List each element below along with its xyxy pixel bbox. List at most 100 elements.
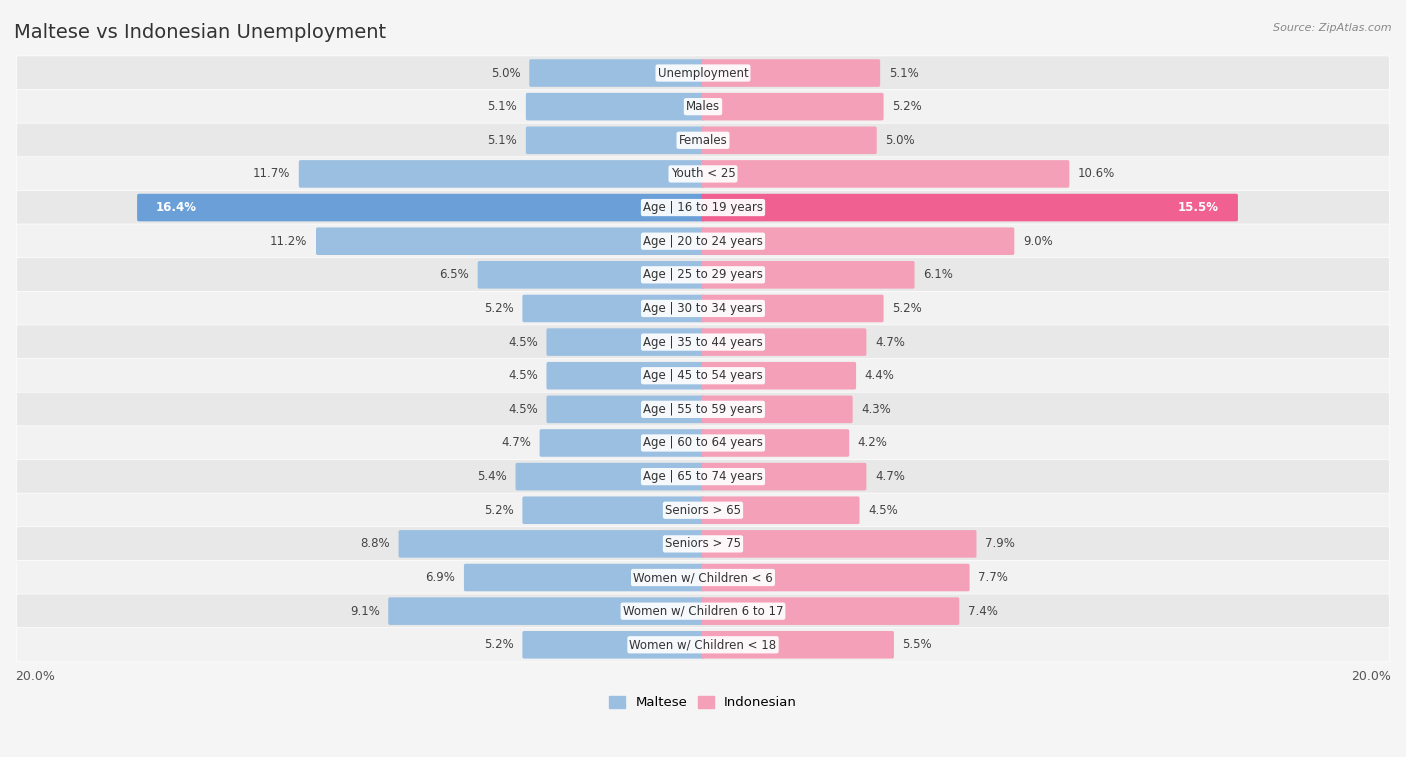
FancyBboxPatch shape [702,93,883,120]
FancyBboxPatch shape [478,261,704,288]
FancyBboxPatch shape [702,160,1070,188]
Text: 5.2%: 5.2% [484,638,513,651]
Text: 7.9%: 7.9% [986,537,1015,550]
FancyBboxPatch shape [547,362,704,390]
FancyBboxPatch shape [17,123,1389,157]
FancyBboxPatch shape [17,459,1389,494]
FancyBboxPatch shape [523,631,704,659]
FancyBboxPatch shape [17,493,1389,528]
Text: 5.2%: 5.2% [484,503,513,517]
FancyBboxPatch shape [547,396,704,423]
FancyBboxPatch shape [17,527,1389,561]
FancyBboxPatch shape [464,564,704,591]
Text: 8.8%: 8.8% [360,537,389,550]
Text: Age | 35 to 44 years: Age | 35 to 44 years [643,335,763,348]
FancyBboxPatch shape [138,194,704,221]
Text: 9.0%: 9.0% [1024,235,1053,248]
Text: 7.7%: 7.7% [979,571,1008,584]
FancyBboxPatch shape [547,329,704,356]
Text: Maltese vs Indonesian Unemployment: Maltese vs Indonesian Unemployment [14,23,387,42]
FancyBboxPatch shape [316,227,704,255]
Text: 20.0%: 20.0% [15,670,55,683]
Text: Unemployment: Unemployment [658,67,748,79]
FancyBboxPatch shape [702,59,880,87]
FancyBboxPatch shape [702,329,866,356]
Text: Females: Females [679,134,727,147]
Text: 4.2%: 4.2% [858,437,887,450]
FancyBboxPatch shape [702,194,1237,221]
FancyBboxPatch shape [516,463,704,491]
Text: Age | 45 to 54 years: Age | 45 to 54 years [643,369,763,382]
Text: 5.2%: 5.2% [484,302,513,315]
Text: 5.1%: 5.1% [889,67,918,79]
Text: 5.2%: 5.2% [893,100,922,113]
FancyBboxPatch shape [702,597,959,625]
Text: 11.7%: 11.7% [253,167,290,180]
FancyBboxPatch shape [702,227,1014,255]
FancyBboxPatch shape [702,261,914,288]
FancyBboxPatch shape [702,497,859,524]
Text: 4.5%: 4.5% [508,335,538,348]
FancyBboxPatch shape [17,392,1389,426]
FancyBboxPatch shape [17,291,1389,326]
Text: 5.5%: 5.5% [903,638,932,651]
Text: Women w/ Children < 6: Women w/ Children < 6 [633,571,773,584]
FancyBboxPatch shape [523,294,704,322]
FancyBboxPatch shape [388,597,704,625]
Text: Youth < 25: Youth < 25 [671,167,735,180]
FancyBboxPatch shape [17,89,1389,124]
FancyBboxPatch shape [17,560,1389,595]
FancyBboxPatch shape [17,359,1389,393]
Text: 4.5%: 4.5% [868,503,898,517]
Text: Source: ZipAtlas.com: Source: ZipAtlas.com [1274,23,1392,33]
FancyBboxPatch shape [702,530,977,558]
FancyBboxPatch shape [17,191,1389,225]
FancyBboxPatch shape [540,429,704,456]
FancyBboxPatch shape [17,628,1389,662]
FancyBboxPatch shape [17,157,1389,191]
Legend: Maltese, Indonesian: Maltese, Indonesian [603,690,803,715]
FancyBboxPatch shape [702,126,877,154]
Text: 4.7%: 4.7% [875,470,905,483]
FancyBboxPatch shape [299,160,704,188]
Text: 6.9%: 6.9% [426,571,456,584]
Text: 5.2%: 5.2% [893,302,922,315]
Text: 4.7%: 4.7% [875,335,905,348]
Text: 4.3%: 4.3% [862,403,891,416]
Text: 4.7%: 4.7% [501,437,531,450]
Text: Age | 55 to 59 years: Age | 55 to 59 years [643,403,763,416]
FancyBboxPatch shape [17,56,1389,90]
FancyBboxPatch shape [17,594,1389,628]
Text: 5.1%: 5.1% [488,134,517,147]
Text: Males: Males [686,100,720,113]
Text: 5.1%: 5.1% [488,100,517,113]
Text: 20.0%: 20.0% [1351,670,1391,683]
Text: Age | 16 to 19 years: Age | 16 to 19 years [643,201,763,214]
Text: 6.1%: 6.1% [924,268,953,282]
Text: Women w/ Children 6 to 17: Women w/ Children 6 to 17 [623,605,783,618]
FancyBboxPatch shape [529,59,704,87]
FancyBboxPatch shape [702,631,894,659]
FancyBboxPatch shape [526,93,704,120]
Text: 4.5%: 4.5% [508,369,538,382]
Text: Age | 30 to 34 years: Age | 30 to 34 years [643,302,763,315]
FancyBboxPatch shape [398,530,704,558]
Text: 4.5%: 4.5% [508,403,538,416]
FancyBboxPatch shape [702,396,852,423]
FancyBboxPatch shape [702,294,883,322]
Text: Women w/ Children < 18: Women w/ Children < 18 [630,638,776,651]
Text: 5.0%: 5.0% [491,67,520,79]
Text: Age | 60 to 64 years: Age | 60 to 64 years [643,437,763,450]
Text: 11.2%: 11.2% [270,235,308,248]
FancyBboxPatch shape [17,224,1389,258]
Text: Age | 20 to 24 years: Age | 20 to 24 years [643,235,763,248]
Text: 10.6%: 10.6% [1078,167,1115,180]
Text: 4.4%: 4.4% [865,369,894,382]
Text: 6.5%: 6.5% [439,268,470,282]
Text: 15.5%: 15.5% [1178,201,1219,214]
FancyBboxPatch shape [526,126,704,154]
Text: Age | 65 to 74 years: Age | 65 to 74 years [643,470,763,483]
Text: 16.4%: 16.4% [156,201,197,214]
Text: 9.1%: 9.1% [350,605,380,618]
Text: Seniors > 75: Seniors > 75 [665,537,741,550]
